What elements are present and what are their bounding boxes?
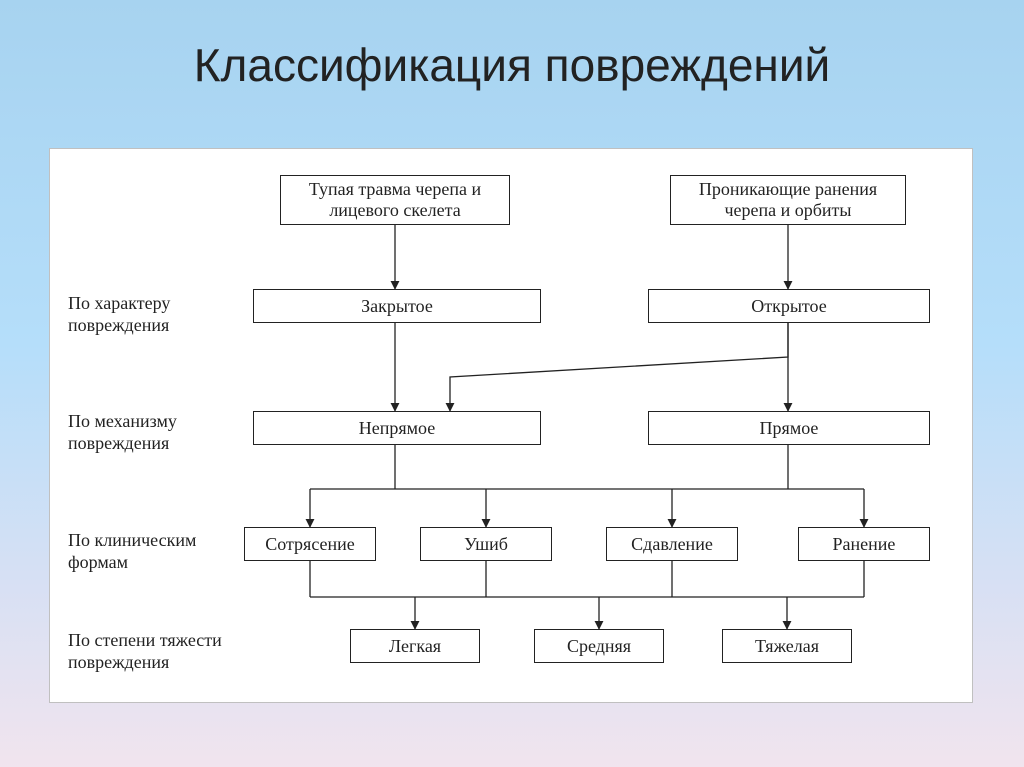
row-label: По механизму повреждения — [68, 411, 218, 454]
slide-title: Классификация повреждений — [0, 38, 1024, 92]
flowchart-node: Открытое — [648, 289, 930, 323]
slide: Классификация повреждений Тупая травма ч… — [0, 0, 1024, 767]
flowchart-node: Сотрясение — [244, 527, 376, 561]
flowchart-node: Тупая травма черепа и лицевого скелета — [280, 175, 510, 225]
flowchart-node: Сдавление — [606, 527, 738, 561]
flowchart-node: Непрямое — [253, 411, 541, 445]
flowchart-node: Проникающие ранения черепа и орбиты — [670, 175, 906, 225]
flowchart-node: Ранение — [798, 527, 930, 561]
row-label: По характеру повреждения — [68, 293, 208, 336]
flowchart-node: Средняя — [534, 629, 664, 663]
flowchart-node: Тяжелая — [722, 629, 852, 663]
row-label: По степени тяжести повреждения — [68, 630, 238, 673]
flowchart-node: Прямое — [648, 411, 930, 445]
row-label: По клиническим формам — [68, 530, 218, 573]
flowchart-node: Легкая — [350, 629, 480, 663]
diagram-frame: Тупая травма черепа и лицевого скелета Пр… — [49, 148, 973, 703]
flowchart-node: Закрытое — [253, 289, 541, 323]
flowchart-node: Ушиб — [420, 527, 552, 561]
